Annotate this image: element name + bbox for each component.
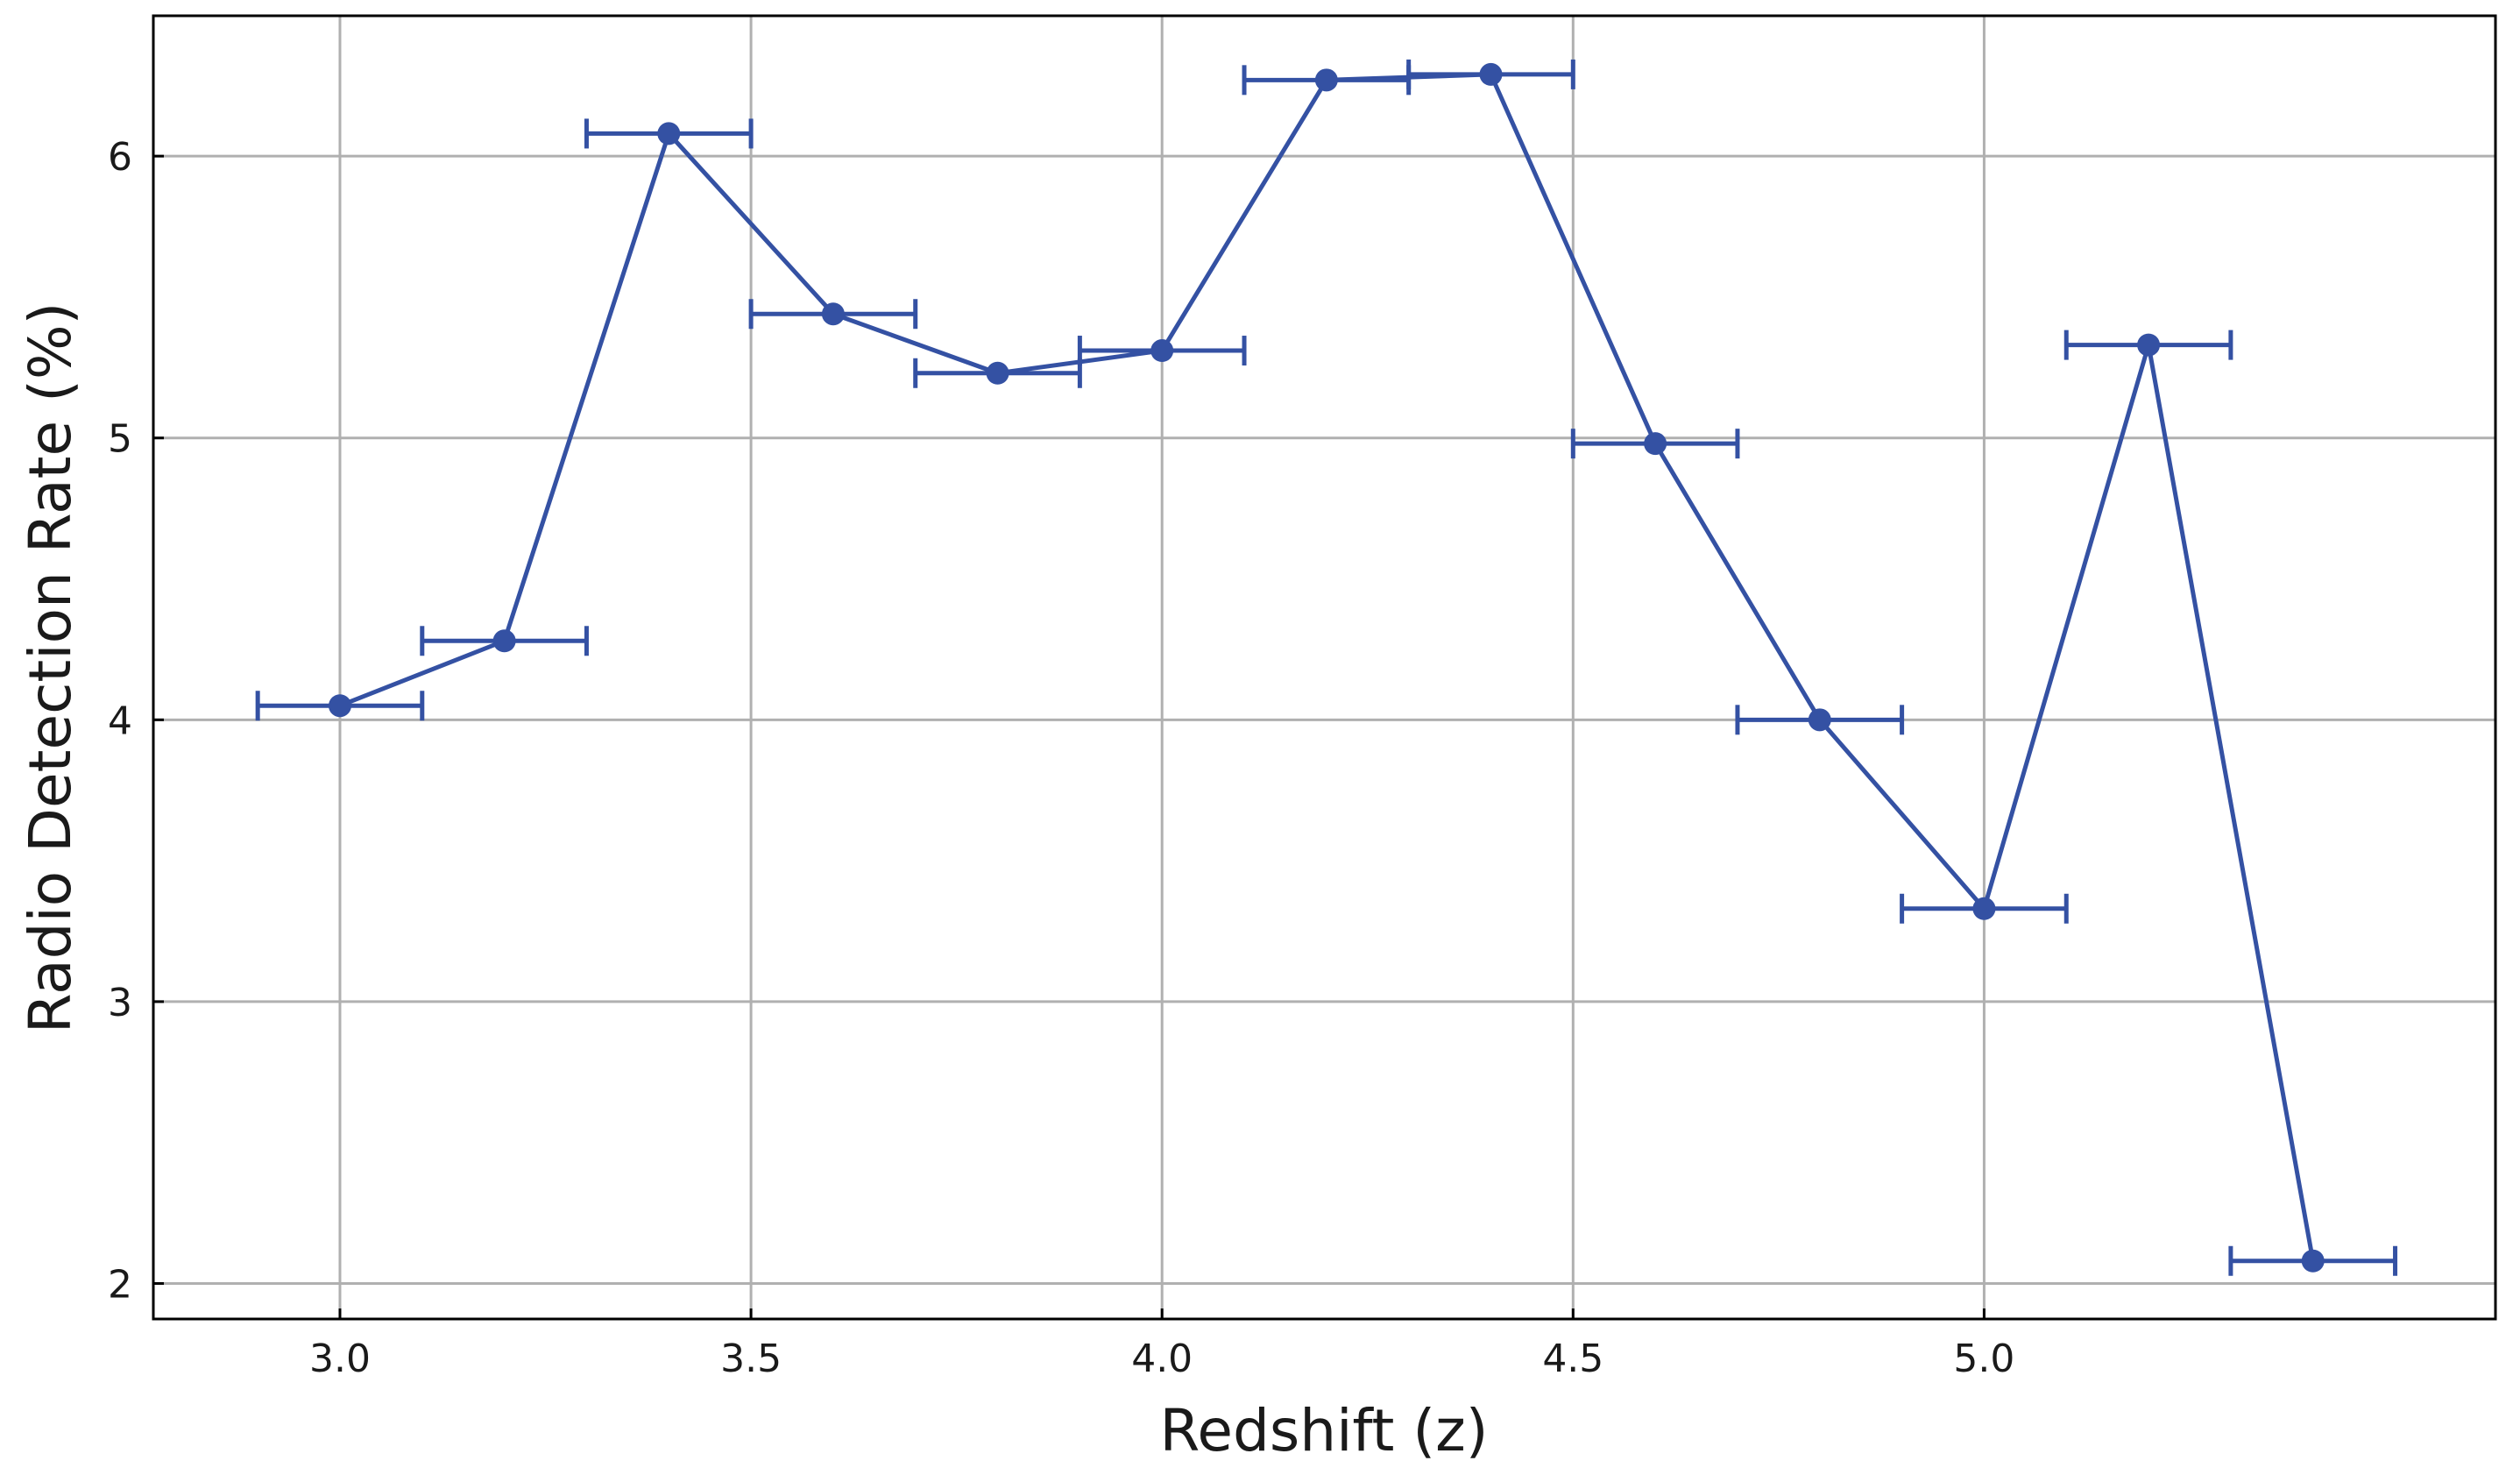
data-point: [492, 629, 516, 653]
y-tick-label: 6: [108, 135, 132, 180]
x-tick-label: 4.0: [1131, 1337, 1193, 1381]
data-point: [328, 694, 351, 718]
data-point: [1808, 708, 1831, 732]
data-line: [339, 72, 2316, 1262]
y-tick-label: 3: [108, 981, 132, 1025]
data-point: [821, 302, 845, 326]
data-point: [1479, 62, 1503, 86]
data-point: [986, 361, 1009, 385]
plot-frame: [152, 14, 2497, 1321]
x-tick-label: 4.5: [1542, 1337, 1603, 1381]
data-point: [1644, 432, 1667, 456]
data-point: [1972, 897, 1996, 920]
x-tick-label: 3.5: [720, 1337, 782, 1381]
data-point: [2301, 1249, 2325, 1273]
data-point: [657, 122, 681, 145]
data-point: [1314, 68, 1338, 92]
data-point: [1150, 339, 1174, 363]
y-tick-label: 4: [108, 698, 132, 743]
y-tick-label: 2: [108, 1262, 132, 1307]
x-tick-label: 3.0: [309, 1337, 371, 1381]
y-axis-label: Radio Detection Rate (%): [17, 302, 84, 1034]
y-tick-label: 5: [108, 417, 132, 462]
x-axis-label: Redshift (z): [1159, 1397, 1488, 1464]
data-point: [2137, 333, 2161, 357]
x-tick-label: 5.0: [1953, 1337, 2014, 1381]
